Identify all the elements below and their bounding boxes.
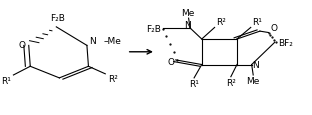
Text: N: N: [89, 36, 96, 45]
Text: BF₂: BF₂: [278, 39, 293, 47]
Text: R¹: R¹: [1, 76, 11, 85]
Text: R²: R²: [226, 78, 236, 87]
Text: Me: Me: [246, 76, 260, 85]
Text: R²: R²: [216, 18, 226, 27]
Text: F₂B: F₂B: [50, 13, 65, 22]
Text: N: N: [184, 20, 191, 29]
Text: O: O: [18, 41, 25, 50]
Text: R¹: R¹: [189, 79, 199, 88]
Text: O: O: [167, 57, 174, 66]
Text: R²: R²: [108, 75, 118, 84]
Text: Me: Me: [181, 9, 195, 18]
Text: –Me: –Me: [104, 36, 122, 45]
Text: O: O: [270, 24, 277, 33]
Text: R¹: R¹: [252, 18, 262, 27]
Text: N: N: [252, 60, 259, 69]
Text: F₂B: F₂B: [146, 24, 161, 33]
